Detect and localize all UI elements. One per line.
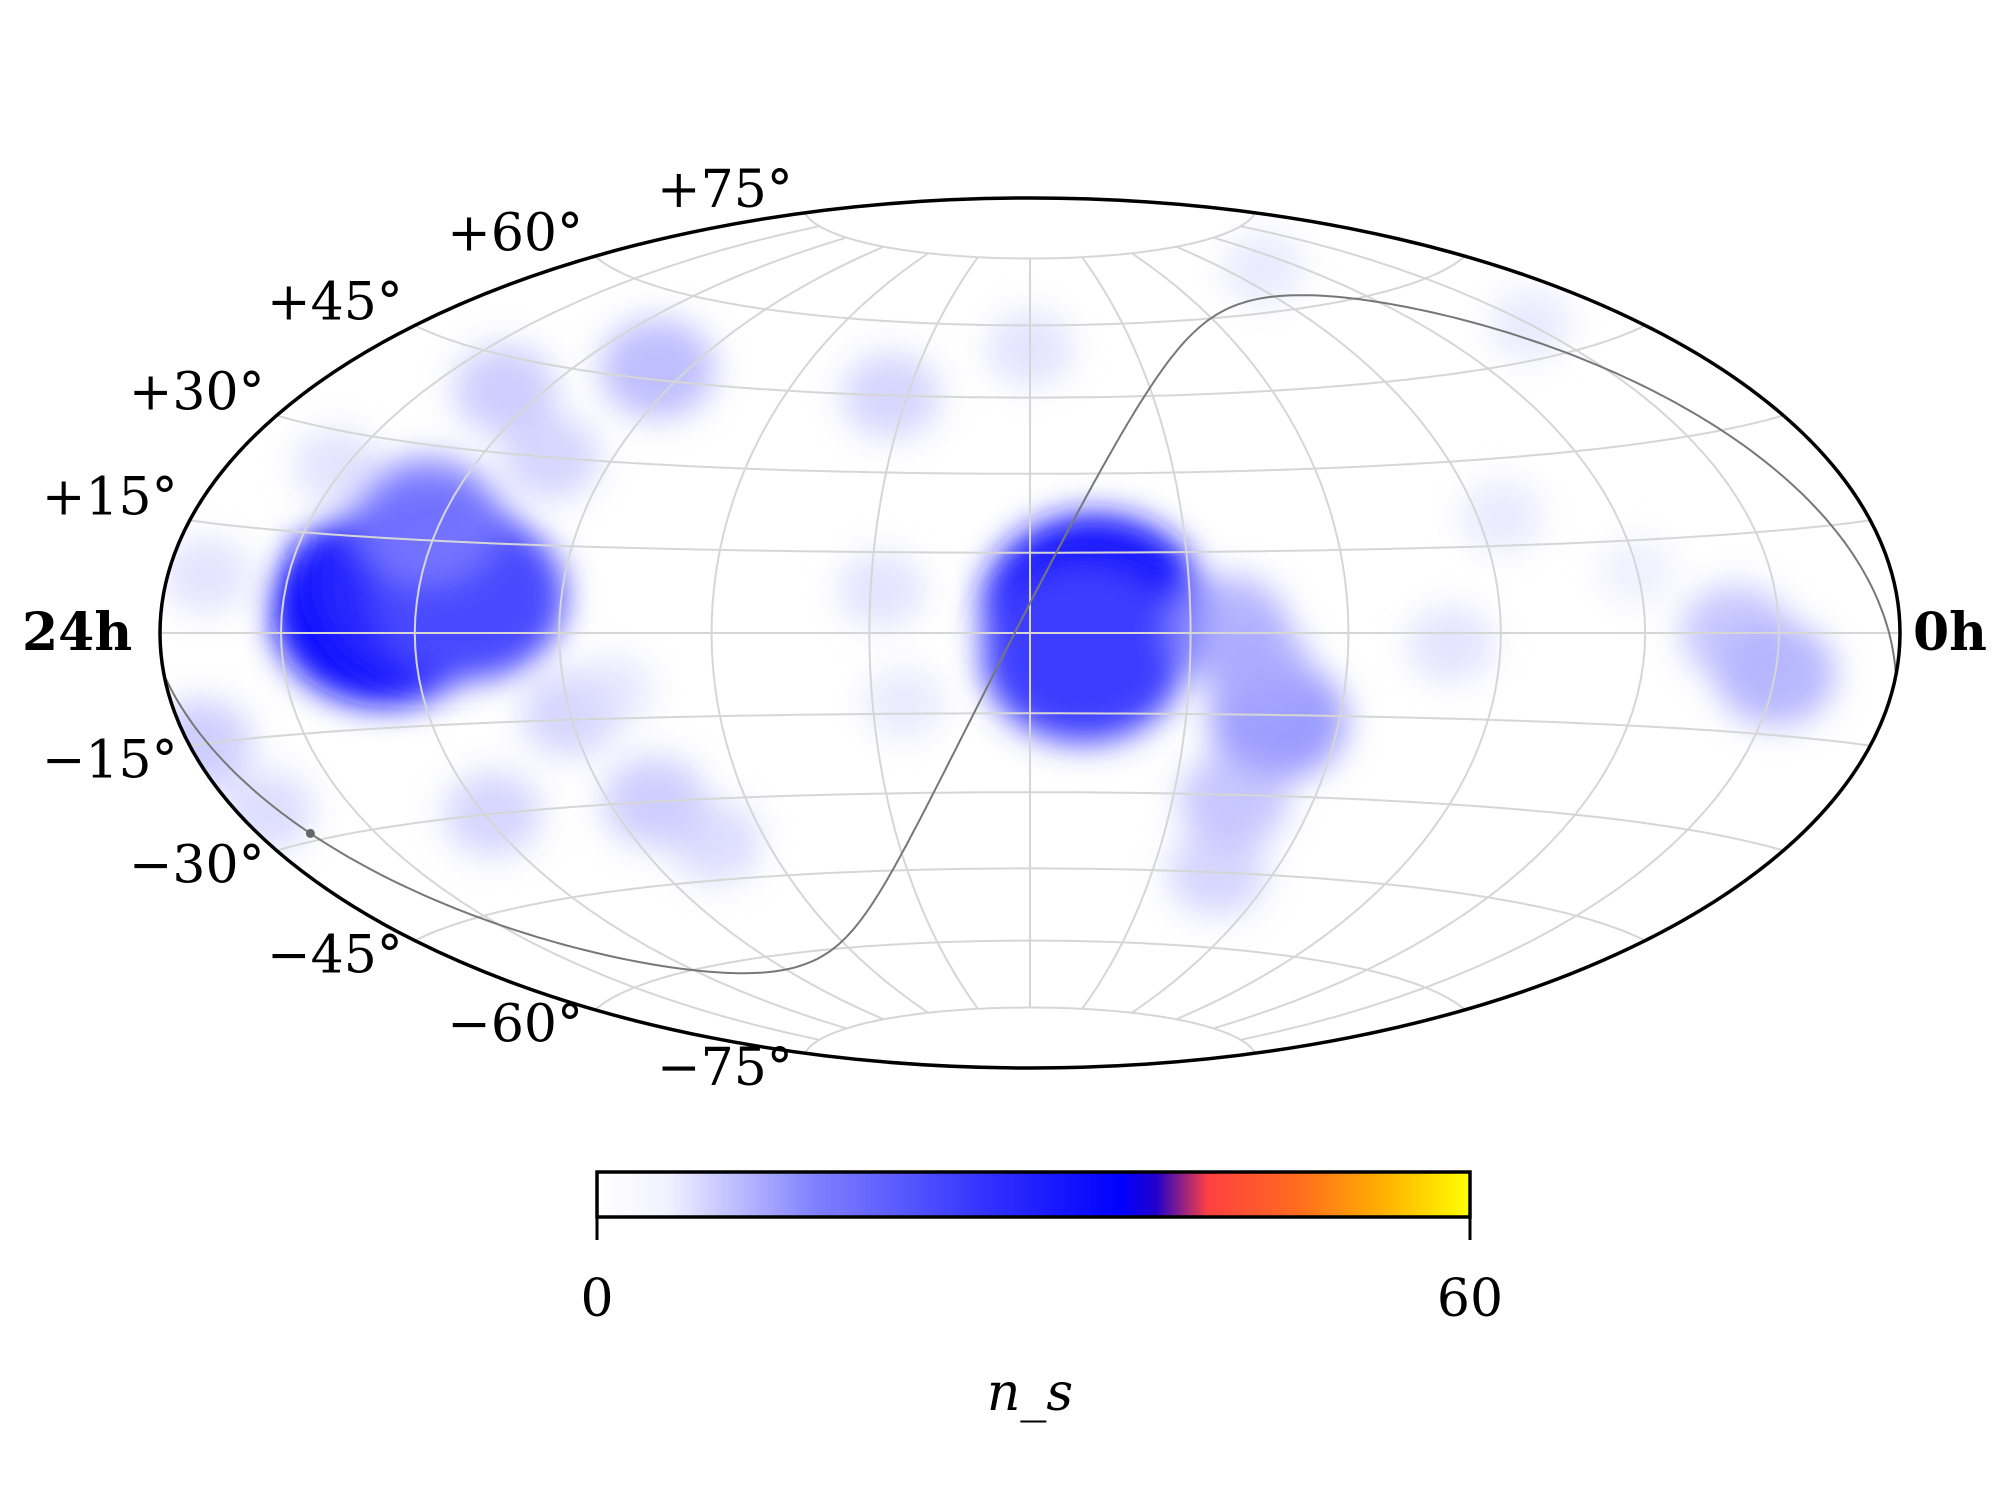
grid-meridian	[1131, 252, 1350, 1014]
heat-spot	[352, 457, 501, 586]
heat-spot	[573, 654, 656, 726]
ra-label-right: 0h	[1913, 602, 1987, 663]
heat-spot	[1179, 752, 1289, 848]
grid-meridian	[1213, 236, 1647, 1030]
dec-tick-label: −15°	[42, 731, 178, 791]
heat-spot	[293, 428, 381, 505]
dec-tick-labels: +75° +60° +45°+30° +15° −15° −30°−45° −60° −75°	[42, 160, 793, 1098]
colorbar-fill	[595, 1170, 1472, 1219]
grid-meridian	[710, 252, 929, 1014]
heat-spot	[1460, 480, 1543, 553]
heat-spot	[1195, 615, 1311, 716]
dec-tick-label: +75°	[657, 160, 793, 220]
dec-tick-label: +60°	[447, 203, 583, 263]
dec-tick-label: −45°	[267, 926, 403, 986]
heatmap-layer	[160, 233, 1836, 916]
colorbar-axis-label: n_s	[987, 1363, 1073, 1423]
grid-meridian	[1240, 225, 1781, 1041]
ra-label-left: 24h	[22, 602, 132, 663]
heat-spot	[863, 667, 945, 739]
grid-meridian	[413, 236, 847, 1030]
heat-spot	[981, 566, 1186, 743]
dec-tick-label: +45°	[267, 272, 403, 332]
heat-spot	[837, 551, 925, 628]
heat-spot	[1406, 606, 1495, 683]
heat-spot	[668, 801, 762, 883]
grid-meridian	[279, 225, 820, 1041]
dec-tick-label: −60°	[447, 995, 583, 1055]
colorbar-min-label: 0	[580, 1269, 613, 1329]
heat-spot	[162, 536, 251, 613]
dec-tick-label: −75°	[657, 1038, 793, 1098]
dec-tick-label: +15°	[42, 467, 178, 527]
colorbar-max-label: 60	[1437, 1269, 1503, 1329]
galactic-plane-curve	[165, 294, 1897, 975]
grid-meridian	[1175, 245, 1502, 1021]
galactic-center-marker	[305, 828, 315, 838]
dec-tick-label: −30°	[129, 836, 265, 896]
heat-spot	[600, 318, 716, 419]
heat-spot	[1222, 233, 1305, 305]
grid-meridian	[1081, 256, 1192, 1010]
colorbar: 0 60 n_s	[580, 1170, 1503, 1423]
map-outline	[158, 196, 1902, 1070]
grid-meridian	[868, 256, 979, 1010]
coordinate-grid	[160, 212, 1900, 1054]
heat-spot	[453, 344, 557, 436]
dec-tick-label: +30°	[129, 363, 265, 423]
grid-meridian	[558, 245, 885, 1021]
